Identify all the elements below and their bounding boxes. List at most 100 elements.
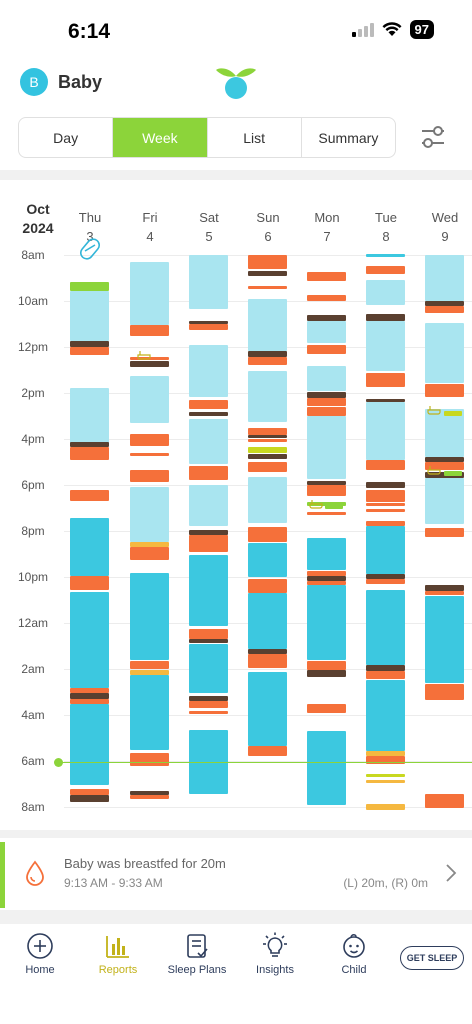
feeding-block[interactable] [307,512,346,515]
diaper-block[interactable] [70,341,109,347]
nap-block[interactable] [248,299,287,351]
nap-block[interactable] [189,485,228,526]
diaper-block[interactable] [248,435,287,438]
night-sleep-block[interactable] [130,573,169,660]
diaper-block[interactable] [366,482,405,488]
nap-block[interactable] [307,416,346,479]
feeding-block[interactable] [425,384,464,397]
nap-block[interactable] [70,388,109,443]
bath-icon[interactable] [427,405,441,415]
night-sleep-block[interactable] [189,644,228,693]
nap-block[interactable] [248,477,287,523]
feeding-block[interactable] [189,535,228,552]
pump-block[interactable] [248,447,287,453]
diaper-block[interactable] [425,585,464,591]
feeding-block[interactable] [248,255,287,269]
feeding-block[interactable] [248,527,287,542]
nap-block[interactable] [189,419,228,464]
feeding-block[interactable] [70,789,109,795]
chevron-right-icon[interactable] [444,862,458,884]
nap-block[interactable] [425,409,464,457]
diaper-block[interactable] [189,696,228,701]
medicine-pill-icon[interactable] [80,235,102,261]
feeding-block[interactable] [307,581,346,585]
night-sleep-block[interactable] [189,555,228,626]
bottle-block[interactable] [130,670,169,675]
diaper-block[interactable] [425,457,464,462]
night-sleep-block[interactable] [248,672,287,746]
nap-block[interactable] [130,376,169,423]
feeding-block[interactable] [307,295,346,301]
feeding-block[interactable] [70,699,109,704]
night-sleep-block[interactable] [366,526,405,574]
feeding-block[interactable] [307,661,346,670]
night-sleep-block[interactable] [248,543,287,577]
bath-icon[interactable] [137,350,151,360]
feeding-block[interactable] [307,345,346,354]
bottle-block[interactable] [366,780,405,783]
week-sleep-chart[interactable]: Oct 2024 Thu 3 Fri 4 Sat 5 Sun 6 Mon 7 Tue 8 Wed 9 8a… [0,185,472,830]
feeding-block[interactable] [248,428,287,435]
tab-child[interactable]: Child [314,932,394,976]
feeding-block[interactable] [70,347,109,355]
tab-list[interactable]: List [208,118,302,157]
tab-week[interactable]: Week [113,118,208,157]
diaper-block[interactable] [130,361,169,367]
get-sleep-button[interactable]: GET SLEEP [400,946,464,970]
diaper-block[interactable] [189,530,228,535]
feeding-block[interactable] [307,272,346,281]
diaper-block[interactable] [248,351,287,357]
tab-sleep-plans[interactable]: Sleep Plans [157,932,237,976]
filter-sliders-icon[interactable] [418,122,448,152]
diaper-block[interactable] [366,314,405,321]
nap-block[interactable] [366,321,405,371]
diaper-block[interactable] [248,649,287,654]
feeding-block[interactable] [366,756,405,764]
diaper-block[interactable] [307,481,346,485]
feeding-block[interactable] [130,470,169,482]
diaper-block[interactable] [248,271,287,276]
feeding-block[interactable] [70,688,109,693]
solids-marker[interactable] [444,471,462,476]
feeding-block[interactable] [248,439,287,442]
feeding-block[interactable] [130,795,169,799]
night-sleep-block[interactable] [366,590,405,665]
diaper-block[interactable] [248,454,287,459]
feeding-block[interactable] [248,654,287,668]
feeding-block[interactable] [130,434,169,446]
feeding-block[interactable] [189,701,228,708]
feeding-block[interactable] [425,528,464,537]
night-sleep-block[interactable] [70,704,109,785]
child-name[interactable]: Baby [58,72,103,92]
night-sleep-block[interactable] [307,731,346,805]
feeding-block[interactable] [307,704,346,713]
feeding-block[interactable] [248,579,287,593]
feeding-block[interactable] [189,400,228,409]
feeding-block[interactable] [248,746,287,756]
nap-block[interactable] [130,487,169,542]
solids-block[interactable] [70,282,109,291]
feeding-block[interactable] [130,453,169,456]
diaper-block[interactable] [130,791,169,795]
feeding-block[interactable] [425,462,464,470]
feeding-block[interactable] [307,398,346,406]
feeding-block[interactable] [248,462,287,472]
feeding-block[interactable] [366,266,405,274]
feeding-block[interactable] [366,373,405,387]
pump-block[interactable] [366,774,405,777]
nap-block[interactable] [130,262,169,325]
night-sleep-block[interactable] [425,596,464,683]
tab-reports[interactable]: Reports [78,932,158,976]
feeding-block[interactable] [189,711,228,714]
night-sleep-block[interactable] [130,675,169,750]
feeding-block[interactable] [189,466,228,480]
bottle-block[interactable] [366,804,405,810]
tab-home[interactable]: Home [0,932,80,976]
nap-block[interactable] [248,371,287,422]
feeding-block[interactable] [130,661,169,669]
bath-icon[interactable] [309,499,323,509]
feeding-block[interactable] [130,325,169,336]
night-sleep-block[interactable] [366,254,405,257]
feeding-block[interactable] [70,576,109,590]
diaper-block[interactable] [307,576,346,581]
